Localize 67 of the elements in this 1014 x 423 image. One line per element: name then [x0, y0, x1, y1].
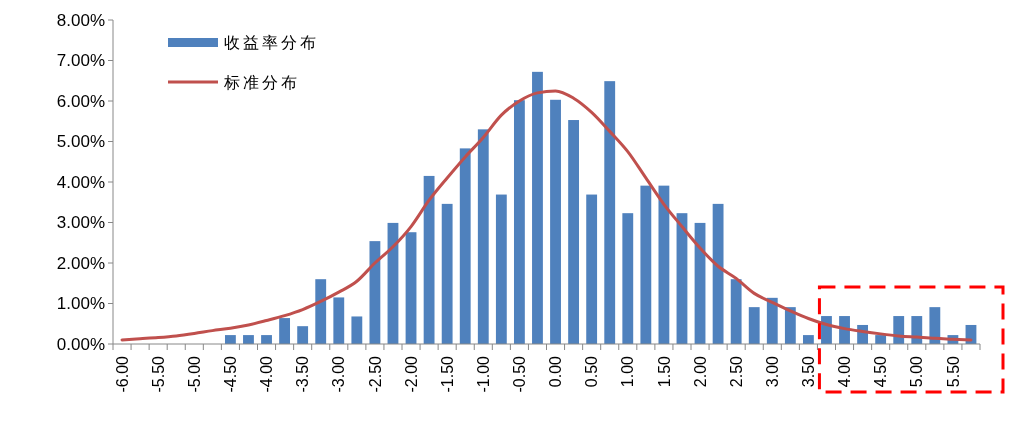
bar	[261, 335, 272, 344]
x-tick-label: -4.50	[222, 355, 240, 393]
y-tick-label: 7.00%	[56, 51, 105, 71]
bar	[550, 99, 561, 344]
bar	[441, 203, 453, 344]
x-tick-label: 3.50	[800, 355, 818, 388]
bar	[405, 232, 417, 344]
x-tick-label: 1.00	[619, 355, 637, 388]
x-tick-label: 5.00	[908, 355, 926, 388]
x-tick-label: -3.00	[330, 355, 348, 393]
bar	[297, 326, 309, 344]
y-tick-label: 2.00%	[56, 253, 105, 273]
bar	[315, 279, 327, 344]
legend-label: 标准分布	[223, 73, 300, 91]
y-tick-label: 0.00%	[56, 334, 105, 354]
x-tick-label: 2.00	[691, 355, 709, 388]
bar	[369, 241, 381, 344]
bar	[224, 335, 236, 344]
x-tick-label: -1.00	[474, 355, 492, 393]
x-tick-label: 1.50	[655, 355, 673, 388]
x-tick-label: 2.50	[727, 355, 745, 388]
x-tick-label: -0.50	[511, 355, 529, 393]
bar	[477, 129, 489, 344]
y-tick-label: 3.00%	[56, 213, 105, 233]
bar	[333, 297, 345, 344]
y-tick-label: 8.00%	[56, 10, 105, 30]
x-tick-label: 3.00	[763, 355, 781, 388]
bar	[568, 120, 580, 344]
bar	[640, 185, 652, 344]
bar	[495, 194, 507, 344]
x-tick-label: 0.00	[547, 355, 565, 388]
legend-label: 收益率分布	[224, 33, 319, 51]
x-tick-label: 5.50	[944, 355, 962, 388]
bar	[730, 279, 742, 344]
bar	[586, 194, 598, 344]
y-tick-label: 6.00%	[56, 91, 105, 111]
x-tick-label: -5.00	[185, 355, 203, 393]
y-tick-label: 1.00%	[56, 294, 105, 314]
bar	[748, 307, 760, 344]
bar	[766, 297, 778, 344]
bar	[622, 213, 634, 344]
x-tick-label: -1.50	[438, 355, 456, 393]
bar	[532, 71, 543, 344]
bar	[243, 335, 254, 344]
x-tick-label: 4.50	[872, 355, 890, 388]
bar	[423, 175, 435, 344]
bar	[712, 203, 724, 344]
x-tick-label: -3.50	[294, 355, 312, 393]
x-tick-label: -4.00	[258, 355, 276, 393]
bar	[802, 335, 814, 344]
x-tick-label: -6.00	[113, 355, 131, 393]
bar	[604, 81, 616, 344]
x-tick-label: -5.50	[149, 355, 167, 393]
y-tick-label: 5.00%	[56, 132, 105, 152]
x-tick-label: -2.50	[366, 355, 384, 393]
bar	[513, 100, 525, 344]
bar	[459, 148, 471, 344]
x-tick-label: 0.50	[583, 355, 601, 388]
y-tick-label: 4.00%	[56, 172, 105, 192]
bar	[658, 185, 670, 344]
bar	[279, 318, 291, 344]
x-tick-label: -2.00	[402, 355, 420, 393]
x-tick-label: 4.00	[836, 355, 854, 388]
bar	[351, 316, 363, 344]
bar	[784, 307, 796, 344]
bar	[929, 307, 941, 344]
line-series	[120, 89, 973, 342]
